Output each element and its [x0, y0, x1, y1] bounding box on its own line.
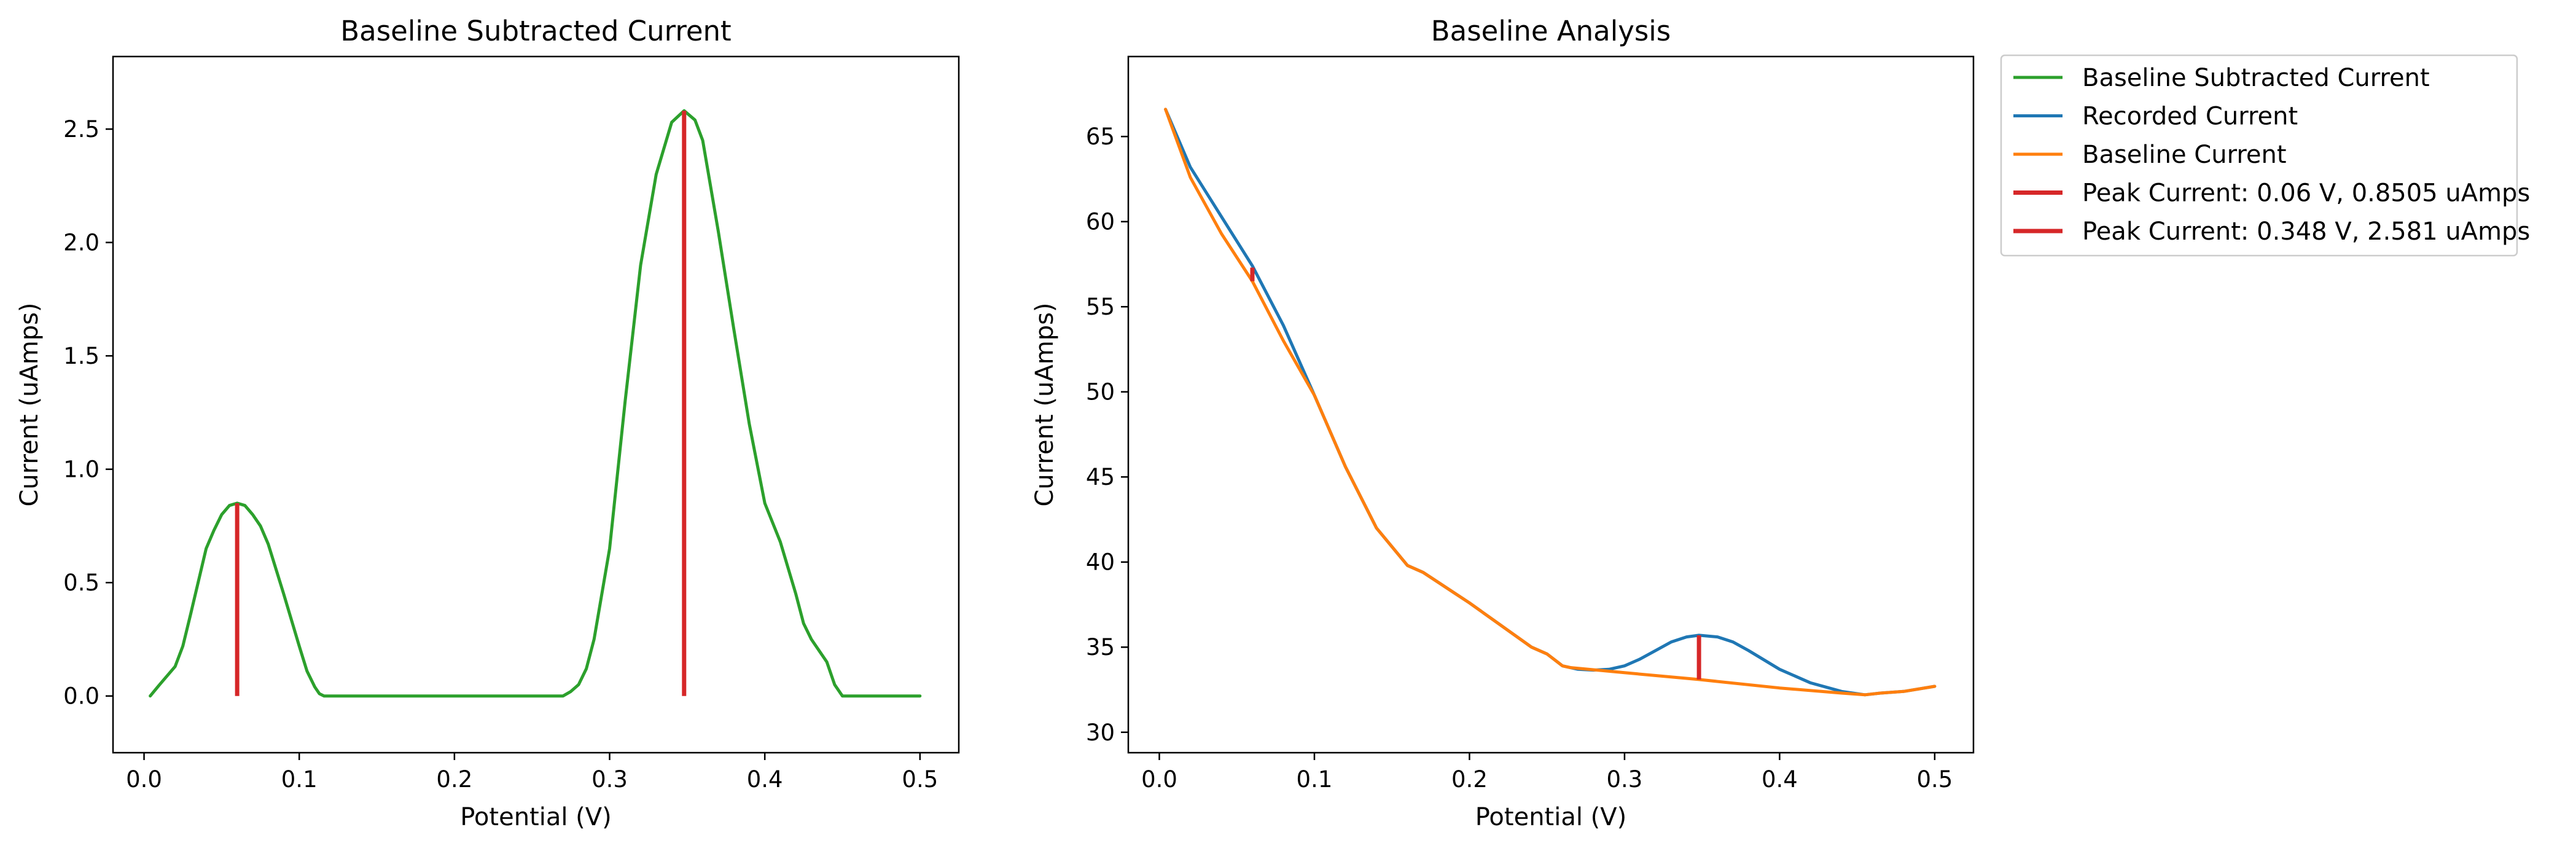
x-tick-label: 0.4 — [1762, 766, 1798, 793]
y-tick-label: 60 — [1086, 209, 1115, 235]
x-tick-label: 0.4 — [747, 766, 783, 793]
y-tick-label: 55 — [1086, 294, 1115, 320]
legend-label: Recorded Current — [2082, 103, 2298, 131]
y-tick-label: 35 — [1086, 634, 1115, 661]
y-tick-label: 50 — [1086, 379, 1115, 406]
y-axis-label: Current (uAmps) — [1031, 302, 1059, 506]
legend-label: Peak Current: 0.348 V, 2.581 uAmps — [2082, 218, 2530, 246]
x-tick-label: 0.2 — [1451, 766, 1488, 793]
y-tick-label: 0.0 — [63, 683, 100, 710]
x-tick-label: 0.0 — [126, 766, 162, 793]
legend-label: Peak Current: 0.06 V, 0.8505 uAmps — [2082, 179, 2530, 208]
right-chart-panel: Baseline Analysis 0.0 0.1 0.2 0.3 0.4 0.5 30 35 4… — [1031, 15, 1975, 831]
series-line-baseline-current — [1164, 108, 1937, 697]
legend-box — [2000, 54, 2518, 257]
y-tick-label: 2.5 — [63, 116, 100, 143]
y-tick-label: 40 — [1086, 549, 1115, 576]
x-tick-label: 0.3 — [591, 766, 628, 793]
chart-title: Baseline Analysis — [1431, 15, 1671, 47]
legend-label: Baseline Current — [2082, 141, 2287, 169]
y-tick-label: 65 — [1086, 124, 1115, 150]
x-axis-label: Potential (V) — [460, 803, 612, 831]
y-tick-label: 2.0 — [63, 230, 100, 256]
plot-frame — [1127, 55, 1975, 754]
left-chart-panel: Baseline Subtracted Current 0.0 0.1 0.2 0.3 0… — [15, 15, 960, 831]
x-tick-label: 0.5 — [902, 766, 938, 793]
y-tick-label: 30 — [1086, 720, 1115, 746]
legend-label: Baseline Subtracted Current — [2082, 64, 2430, 92]
y-tick-label: 1.5 — [63, 343, 100, 369]
plot-frame — [112, 55, 960, 754]
x-tick-label: 0.3 — [1607, 766, 1643, 793]
x-tick-label: 0.5 — [1916, 766, 1953, 793]
legend: Baseline Subtracted Current Recorded Curr… — [2000, 54, 2530, 257]
x-axis-label: Potential (V) — [1475, 803, 1627, 831]
series-line-baseline-subtracted-current — [149, 109, 922, 698]
x-tick-label: 0.2 — [436, 766, 472, 793]
chart-title: Baseline Subtracted Current — [340, 15, 731, 47]
x-tick-label: 0.0 — [1141, 766, 1177, 793]
y-tick-label: 0.5 — [63, 570, 100, 596]
y-tick-label: 1.0 — [63, 457, 100, 483]
x-tick-label: 0.1 — [1297, 766, 1333, 793]
y-axis-label: Current (uAmps) — [15, 302, 44, 506]
x-tick-label: 0.1 — [281, 766, 318, 793]
y-tick-label: 45 — [1086, 464, 1115, 490]
